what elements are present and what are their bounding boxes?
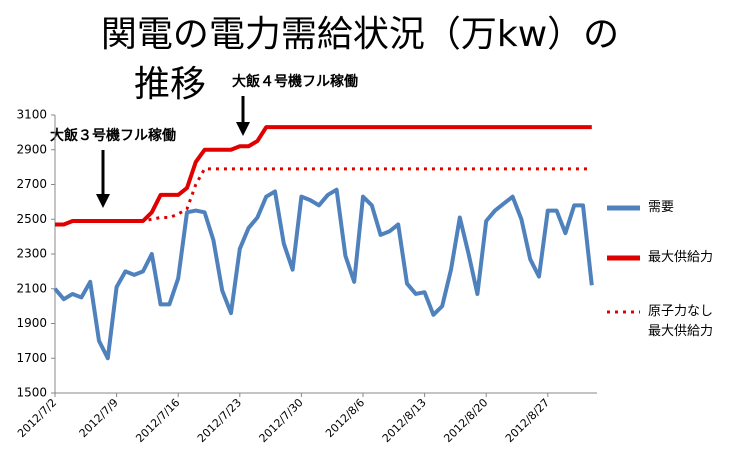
x-tick-label: 2012/8/20 [441, 396, 490, 445]
annotation: 大飯４号機フル稼働 [232, 73, 358, 90]
x-tick-label: 2012/8/13 [380, 396, 429, 445]
legend-label: 最大供給力 [648, 250, 714, 265]
x-tick-label: 2012/7/16 [133, 396, 182, 445]
x-tick-label: 2012/7/30 [257, 396, 306, 445]
x-tick-label: 2012/7/9 [77, 396, 121, 440]
series-line [53, 187, 594, 361]
legend-label: 需要 [648, 200, 675, 215]
x-tick-label: 2012/7/2 [15, 396, 59, 440]
arrow [96, 96, 250, 208]
y-tick-label: 1700 [16, 351, 47, 365]
y-tick-label: 3100 [16, 108, 47, 122]
y-tick-label: 2700 [16, 177, 47, 191]
chart-title: 推移 [134, 64, 206, 105]
y-tick-label: 2300 [16, 247, 47, 261]
y-tick-label: 2900 [16, 142, 47, 156]
y-tick-label: 2500 [16, 212, 47, 226]
chart-title: 関電の電力需給状況（万kw）の [101, 14, 619, 55]
x-tick-label: 2012/8/27 [503, 396, 552, 445]
x-tick-label: 2012/7/23 [195, 396, 244, 445]
y-tick-label: 2100 [16, 281, 47, 295]
annotation: 大飯３号機フル稼働 [50, 127, 176, 144]
series-line [55, 125, 592, 227]
y-tick-label: 1900 [16, 316, 47, 330]
series-line [116, 167, 592, 223]
y-tick-label: 1500 [16, 386, 47, 400]
x-tick-label: 2012/8/6 [323, 396, 367, 440]
legend-label: 原子力なし 最大供給力 [648, 304, 714, 339]
